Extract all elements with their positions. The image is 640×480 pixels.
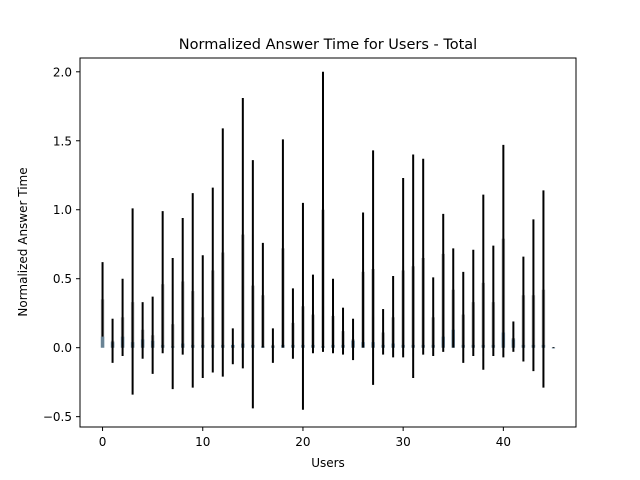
x-tick-label: 0 bbox=[99, 435, 107, 449]
plot-frame bbox=[79, 57, 577, 428]
chart-title: Normalized Answer Time for Users - Total bbox=[179, 37, 477, 53]
y-tick-label: 2.0 bbox=[53, 65, 72, 79]
y-axis-label: Normalized Answer Time bbox=[16, 167, 30, 316]
y-tick-label: 1.5 bbox=[53, 134, 72, 148]
x-tick-label: 40 bbox=[496, 435, 511, 449]
x-axis-ticks: 0 10 20 30 40 bbox=[99, 427, 511, 449]
x-axis-label: Users bbox=[311, 456, 345, 470]
x-tick-label: 10 bbox=[195, 435, 210, 449]
y-tick-label: 0.0 bbox=[53, 341, 72, 355]
chart-marks bbox=[100, 209, 556, 349]
x-tick-label: 30 bbox=[396, 435, 411, 449]
y-tick-label: 0.5 bbox=[53, 272, 72, 286]
y-axis-ticks: −0.5 0.0 0.5 1.0 1.5 2.0 bbox=[43, 65, 80, 424]
y-tick-label: −0.5 bbox=[43, 410, 72, 424]
y-tick-label: 1.0 bbox=[53, 203, 72, 217]
chart-errorbars bbox=[101, 71, 555, 410]
x-tick-label: 20 bbox=[295, 435, 310, 449]
